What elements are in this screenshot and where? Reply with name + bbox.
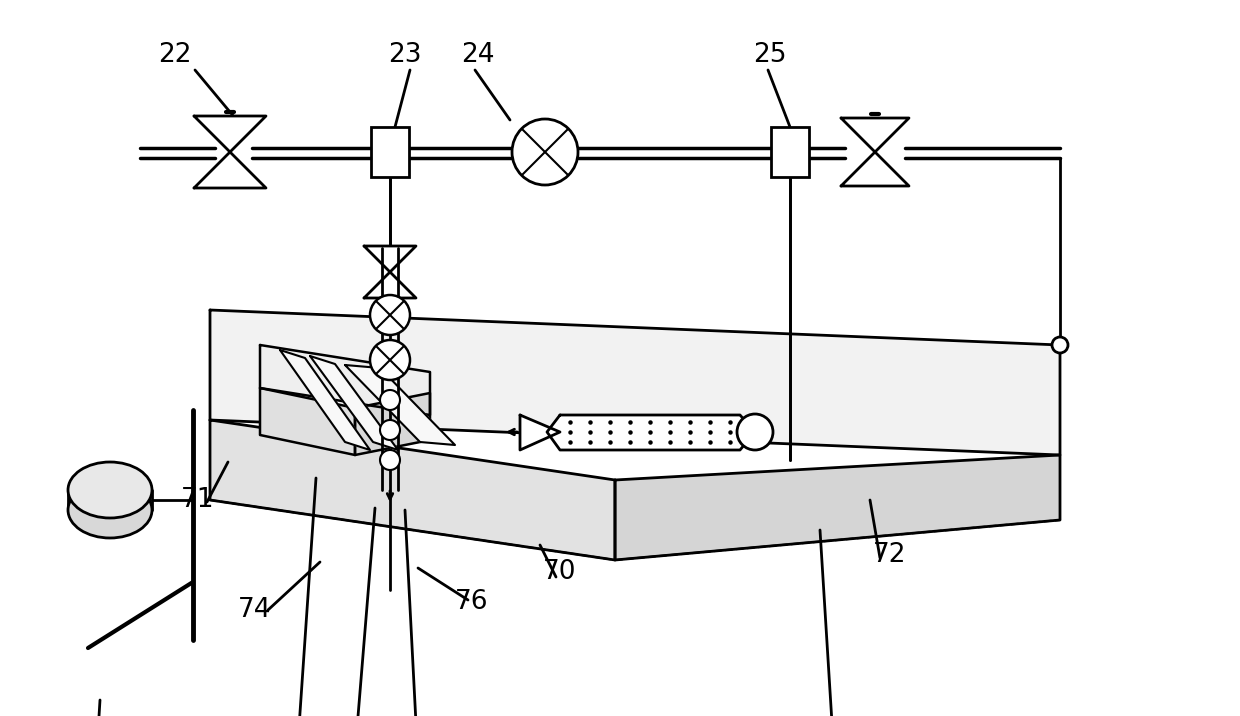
Polygon shape — [345, 365, 455, 445]
Circle shape — [1052, 337, 1068, 353]
Text: 72: 72 — [873, 542, 906, 568]
Bar — [771, 127, 808, 177]
Bar — [371, 127, 409, 177]
Circle shape — [737, 414, 773, 450]
Polygon shape — [520, 415, 560, 450]
Polygon shape — [193, 152, 267, 188]
Polygon shape — [841, 152, 909, 186]
Polygon shape — [210, 420, 615, 560]
Text: 22: 22 — [159, 42, 192, 68]
Polygon shape — [193, 116, 267, 152]
Text: 74: 74 — [238, 597, 272, 623]
Polygon shape — [260, 345, 430, 415]
Polygon shape — [260, 388, 355, 455]
Polygon shape — [841, 118, 909, 152]
Polygon shape — [547, 415, 755, 450]
Circle shape — [370, 295, 410, 335]
Polygon shape — [210, 310, 1060, 455]
Circle shape — [379, 450, 401, 470]
Circle shape — [379, 390, 401, 410]
Polygon shape — [310, 356, 398, 450]
Ellipse shape — [68, 482, 153, 538]
Polygon shape — [355, 393, 430, 455]
Text: 70: 70 — [543, 559, 577, 585]
Text: 76: 76 — [455, 589, 489, 615]
Ellipse shape — [68, 462, 153, 518]
Polygon shape — [280, 350, 370, 450]
Text: 24: 24 — [461, 42, 495, 68]
Text: 25: 25 — [753, 42, 786, 68]
Circle shape — [379, 420, 401, 440]
Text: 23: 23 — [388, 42, 422, 68]
Polygon shape — [615, 455, 1060, 560]
Polygon shape — [365, 246, 415, 272]
Polygon shape — [365, 272, 415, 298]
Circle shape — [512, 119, 578, 185]
Text: 71: 71 — [181, 487, 215, 513]
Circle shape — [370, 340, 410, 380]
